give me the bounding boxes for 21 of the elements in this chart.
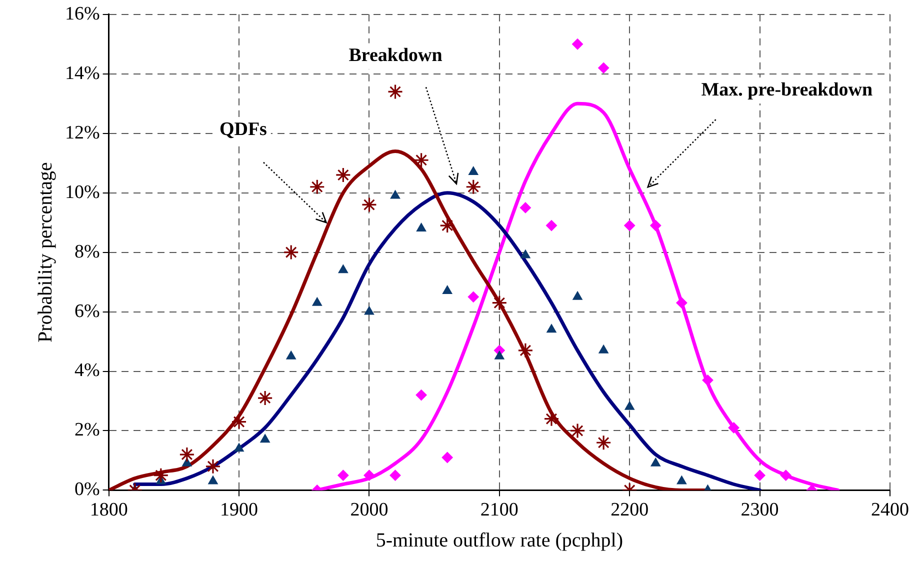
- x-tick-label: 2100: [480, 500, 518, 521]
- annotation: QDFs: [219, 118, 267, 140]
- y-tick-label: 2%: [74, 420, 100, 441]
- annotation: Max. pre-breakdown: [701, 79, 873, 100]
- x-tick-label: 2200: [610, 500, 649, 521]
- annotation: Breakdown: [348, 45, 443, 66]
- y-tick-label: 4%: [74, 360, 100, 382]
- x-axis-title: 5-minute outflow rate (pcphpl): [376, 529, 623, 552]
- y-tick-label: 0%: [74, 479, 100, 500]
- y-axis-title: Probability percentage: [34, 162, 56, 343]
- x-tick-label: 1900: [220, 500, 258, 521]
- y-tick-label: 12%: [65, 122, 100, 144]
- x-tick-label: 2300: [740, 500, 779, 521]
- y-tick-label: 14%: [65, 62, 100, 84]
- y-tick-label: 6%: [74, 300, 100, 322]
- x-tick-label: 2000: [350, 500, 388, 521]
- x-tick-label: 2400: [871, 500, 909, 521]
- y-tick-label: 8%: [74, 241, 100, 262]
- y-tick-label: 10%: [65, 182, 100, 203]
- y-tick-label: 16%: [65, 3, 100, 24]
- x-tick-label: 1800: [90, 500, 128, 521]
